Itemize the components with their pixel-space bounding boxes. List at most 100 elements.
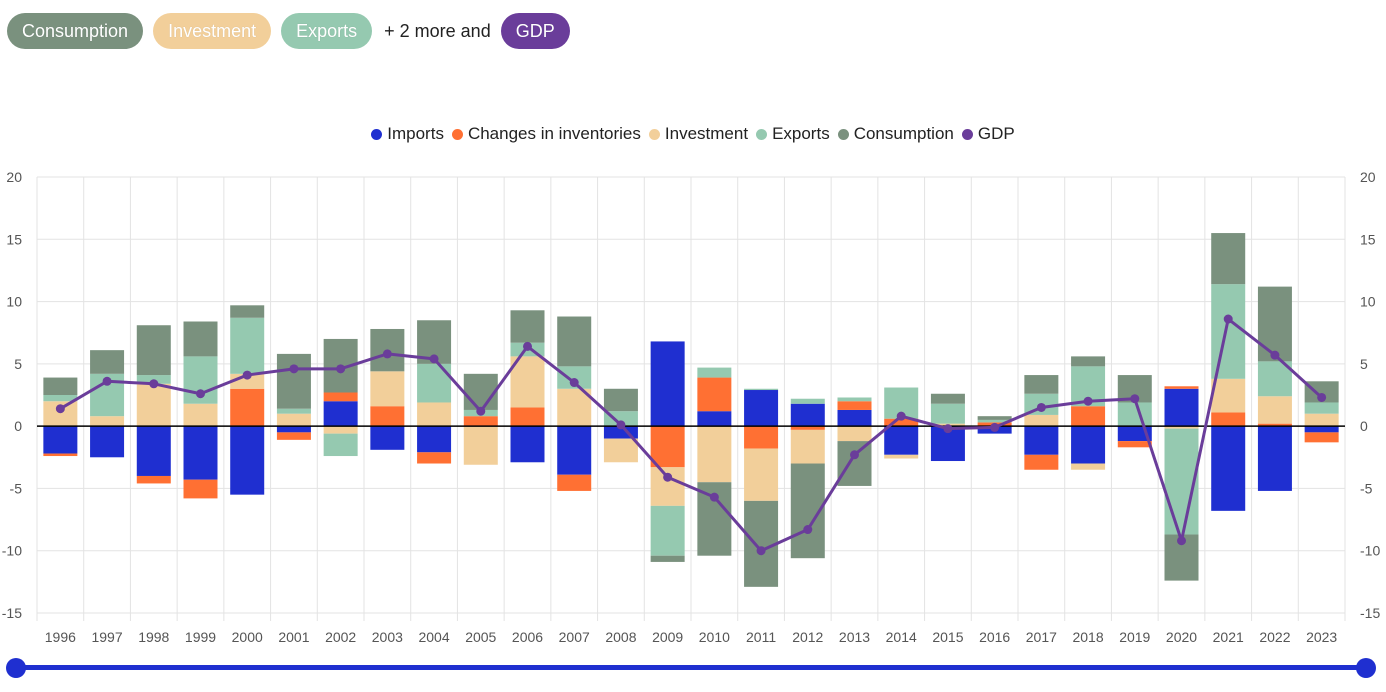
bar-changes-in-inventories-2009[interactable]: [650, 426, 685, 468]
filter-pill-consumption[interactable]: Consumption: [7, 13, 144, 49]
bar-changes-in-inventories-2014[interactable]: [884, 418, 919, 427]
bar-exports-2001[interactable]: [276, 408, 311, 414]
bar-investment-1998[interactable]: [136, 383, 171, 427]
bar-consumption-2005[interactable]: [463, 373, 498, 410]
bar-changes-in-inventories-2004[interactable]: [417, 452, 452, 464]
gdp-point-2021[interactable]: [1223, 314, 1233, 324]
gdp-point-2023[interactable]: [1317, 392, 1327, 402]
bar-investment-2023[interactable]: [1304, 413, 1339, 427]
range-slider-start-handle[interactable]: [6, 658, 26, 678]
bar-investment-2007[interactable]: [557, 388, 592, 427]
bar-consumption-1998[interactable]: [136, 325, 171, 376]
bar-imports-2010[interactable]: [697, 411, 732, 427]
bar-exports-2000[interactable]: [230, 317, 265, 374]
bar-imports-2022[interactable]: [1257, 426, 1292, 491]
bar-exports-2021[interactable]: [1211, 284, 1246, 379]
legend-item-imports[interactable]: Imports: [371, 124, 444, 144]
bar-consumption-2007[interactable]: [557, 316, 592, 367]
bar-consumption-2021[interactable]: [1211, 233, 1246, 285]
bar-consumption-2022[interactable]: [1257, 286, 1292, 362]
bar-changes-in-inventories-2021[interactable]: [1211, 412, 1246, 427]
bar-imports-2009[interactable]: [650, 341, 685, 427]
gdp-point-2020[interactable]: [1177, 536, 1186, 546]
bar-consumption-2023[interactable]: [1304, 381, 1339, 403]
bar-changes-in-inventories-2001[interactable]: [276, 432, 311, 440]
gdp-point-2022[interactable]: [1270, 350, 1280, 360]
range-slider[interactable]: [0, 655, 1386, 681]
gdp-point-1997[interactable]: [102, 376, 112, 386]
bar-consumption-2011[interactable]: [744, 500, 779, 587]
legend-item-consumption[interactable]: Consumption: [837, 124, 954, 144]
gdp-point-2006[interactable]: [523, 341, 532, 351]
bar-investment-1999[interactable]: [183, 403, 218, 427]
bar-changes-in-inventories-1996[interactable]: [43, 453, 78, 457]
filter-pill-gdp[interactable]: GDP: [500, 13, 570, 49]
gdp-point-2014[interactable]: [896, 411, 906, 421]
bar-changes-in-inventories-2000[interactable]: [230, 388, 265, 427]
gdp-point-2003[interactable]: [382, 349, 392, 359]
range-slider-end-handle[interactable]: [1356, 658, 1376, 678]
filter-pill-exports[interactable]: Exports: [281, 13, 373, 49]
bar-imports-2011[interactable]: [744, 390, 779, 427]
bar-changes-in-inventories-2011[interactable]: [744, 426, 779, 449]
bar-changes-in-inventories-2018[interactable]: [1071, 406, 1106, 427]
bar-consumption-2018[interactable]: [1071, 356, 1106, 367]
bar-consumption-1997[interactable]: [90, 350, 125, 374]
bar-consumption-2013[interactable]: [837, 441, 872, 486]
bar-exports-2023[interactable]: [1304, 402, 1339, 414]
filter-pill-investment[interactable]: Investment: [153, 13, 272, 49]
bar-investment-2012[interactable]: [790, 429, 825, 464]
gdp-point-2011[interactable]: [756, 546, 766, 556]
gdp-point-2016[interactable]: [990, 422, 1000, 432]
legend-item-gdp[interactable]: GDP: [961, 124, 1015, 144]
gdp-point-2005[interactable]: [476, 406, 486, 416]
bar-changes-in-inventories-2003[interactable]: [370, 406, 405, 427]
gdp-point-2015[interactable]: [943, 424, 953, 434]
bar-exports-2013[interactable]: [837, 397, 872, 402]
bar-imports-2000[interactable]: [230, 426, 265, 495]
gdp-point-2008[interactable]: [616, 420, 626, 430]
bar-imports-1996[interactable]: [43, 426, 78, 454]
gdp-point-2001[interactable]: [289, 364, 299, 374]
bar-changes-in-inventories-2020[interactable]: [1164, 386, 1199, 389]
bar-investment-2002[interactable]: [323, 426, 358, 434]
bar-changes-in-inventories-1998[interactable]: [136, 475, 171, 484]
bar-exports-2019[interactable]: [1117, 402, 1152, 427]
legend-item-changes-in-inventories[interactable]: Changes in inventories: [451, 124, 641, 144]
bar-changes-in-inventories-2006[interactable]: [510, 407, 545, 427]
bar-exports-1996[interactable]: [43, 395, 78, 402]
bar-imports-2018[interactable]: [1071, 426, 1106, 464]
bar-changes-in-inventories-2012[interactable]: [790, 426, 825, 430]
bar-exports-2011[interactable]: [744, 388, 779, 391]
bar-investment-2021[interactable]: [1211, 378, 1246, 413]
bar-imports-2019[interactable]: [1117, 426, 1152, 442]
range-slider-track[interactable]: [16, 665, 1366, 670]
gdp-point-2017[interactable]: [1036, 402, 1046, 412]
bar-exports-2012[interactable]: [790, 398, 825, 404]
gdp-point-2018[interactable]: [1083, 396, 1093, 406]
bar-investment-2017[interactable]: [1024, 414, 1059, 427]
bar-investment-2003[interactable]: [370, 371, 405, 407]
legend-item-investment[interactable]: Investment: [648, 124, 748, 144]
bar-imports-2021[interactable]: [1211, 426, 1246, 511]
bar-changes-in-inventories-2013[interactable]: [837, 401, 872, 410]
bar-consumption-1996[interactable]: [43, 377, 78, 395]
bar-exports-2002[interactable]: [323, 433, 358, 457]
bar-consumption-2016[interactable]: [977, 416, 1012, 420]
bar-investment-2004[interactable]: [417, 402, 452, 427]
bar-imports-2001[interactable]: [276, 426, 311, 433]
bar-imports-2013[interactable]: [837, 409, 872, 427]
bar-imports-2017[interactable]: [1024, 426, 1059, 455]
bar-investment-2020[interactable]: [1164, 426, 1199, 429]
gdp-point-2004[interactable]: [429, 354, 439, 364]
bar-changes-in-inventories-2010[interactable]: [697, 377, 732, 412]
bar-exports-2007[interactable]: [557, 366, 592, 389]
gdp-point-1999[interactable]: [196, 389, 205, 399]
bar-imports-1999[interactable]: [183, 426, 218, 480]
bar-imports-2002[interactable]: [323, 401, 358, 427]
bar-investment-1997[interactable]: [90, 416, 125, 427]
bar-changes-in-inventories-2019[interactable]: [1117, 441, 1152, 448]
bar-investment-2011[interactable]: [744, 448, 779, 501]
bar-imports-2014[interactable]: [884, 426, 919, 455]
bar-imports-2012[interactable]: [790, 403, 825, 427]
